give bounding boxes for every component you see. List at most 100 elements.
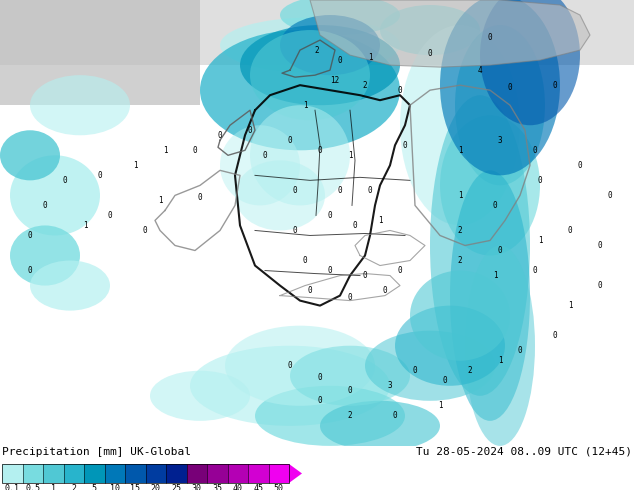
- Polygon shape: [310, 0, 590, 67]
- Ellipse shape: [400, 25, 520, 225]
- Text: 0: 0: [567, 226, 573, 235]
- Text: 1: 1: [133, 161, 138, 170]
- Text: 0: 0: [363, 271, 367, 280]
- Text: 0: 0: [353, 221, 358, 230]
- Ellipse shape: [200, 30, 400, 150]
- Text: 5: 5: [92, 485, 97, 490]
- Ellipse shape: [440, 0, 560, 175]
- Text: 2: 2: [347, 411, 353, 420]
- Ellipse shape: [280, 0, 400, 35]
- Text: 0: 0: [338, 56, 342, 65]
- Ellipse shape: [430, 95, 530, 396]
- Text: 2: 2: [468, 366, 472, 375]
- Ellipse shape: [395, 306, 505, 386]
- Ellipse shape: [150, 371, 250, 421]
- Ellipse shape: [225, 326, 375, 406]
- Text: 1: 1: [493, 271, 497, 280]
- Text: 2: 2: [458, 226, 462, 235]
- Text: 0: 0: [488, 32, 493, 42]
- Bar: [145, 464, 166, 483]
- Text: 0: 0: [307, 286, 313, 295]
- Text: 0: 0: [347, 386, 353, 395]
- Text: 2: 2: [314, 46, 320, 54]
- Ellipse shape: [290, 346, 410, 406]
- FancyBboxPatch shape: [0, 0, 200, 105]
- Text: 4: 4: [477, 66, 482, 74]
- Text: 0: 0: [98, 171, 102, 180]
- Text: 2: 2: [71, 485, 76, 490]
- Ellipse shape: [30, 75, 130, 135]
- Text: 1: 1: [458, 146, 462, 155]
- Text: 0: 0: [63, 176, 67, 185]
- Text: 0: 0: [383, 286, 387, 295]
- Text: 0: 0: [403, 141, 407, 150]
- Text: 0: 0: [508, 83, 512, 92]
- Text: 0: 0: [533, 146, 537, 155]
- Text: 0: 0: [413, 366, 417, 375]
- Text: 0: 0: [318, 373, 322, 382]
- Text: 1: 1: [378, 216, 382, 225]
- Bar: [43, 464, 63, 483]
- Text: 12: 12: [330, 75, 340, 85]
- Ellipse shape: [465, 245, 535, 446]
- Text: 0: 0: [578, 161, 582, 170]
- Ellipse shape: [10, 225, 80, 286]
- Bar: [207, 464, 228, 483]
- Text: 0: 0: [108, 211, 112, 220]
- Text: 0: 0: [607, 191, 612, 200]
- Bar: [105, 464, 125, 483]
- Text: 0: 0: [538, 176, 542, 185]
- Ellipse shape: [0, 130, 60, 180]
- Text: 0: 0: [198, 193, 202, 202]
- Bar: [63, 464, 84, 483]
- Text: 50: 50: [274, 485, 284, 490]
- Text: 1: 1: [458, 191, 462, 200]
- Ellipse shape: [220, 18, 400, 73]
- Ellipse shape: [280, 15, 380, 75]
- Bar: [84, 464, 105, 483]
- Text: 3: 3: [387, 381, 392, 390]
- Ellipse shape: [250, 105, 350, 205]
- Ellipse shape: [410, 270, 510, 361]
- Text: 1: 1: [437, 401, 443, 410]
- Bar: [2, 464, 289, 483]
- Ellipse shape: [235, 160, 325, 230]
- Text: 0: 0: [398, 266, 403, 275]
- Ellipse shape: [255, 386, 405, 446]
- Text: 0.1: 0.1: [4, 485, 20, 490]
- Bar: [166, 464, 186, 483]
- Text: 1: 1: [368, 52, 372, 62]
- Text: 0: 0: [498, 246, 502, 255]
- Text: 0: 0: [293, 226, 297, 235]
- Text: 0: 0: [318, 396, 322, 405]
- Ellipse shape: [240, 25, 400, 105]
- Bar: [228, 464, 248, 483]
- Text: 0: 0: [288, 136, 292, 145]
- Text: 1: 1: [51, 485, 56, 490]
- Text: 1: 1: [567, 301, 573, 310]
- Text: 0: 0: [248, 126, 252, 135]
- Ellipse shape: [455, 25, 545, 185]
- Ellipse shape: [480, 0, 580, 125]
- Text: 1: 1: [163, 146, 167, 155]
- Text: 1: 1: [158, 196, 162, 205]
- Text: 15: 15: [130, 485, 140, 490]
- Bar: [186, 464, 207, 483]
- Ellipse shape: [30, 261, 110, 311]
- Bar: [22, 464, 43, 483]
- Text: 0: 0: [143, 226, 147, 235]
- Text: Precipitation [mm] UK-Global: Precipitation [mm] UK-Global: [2, 447, 191, 457]
- Text: 20: 20: [151, 485, 161, 490]
- Text: 1: 1: [347, 151, 353, 160]
- Text: 3: 3: [498, 136, 502, 145]
- Ellipse shape: [440, 115, 540, 255]
- Text: 0: 0: [553, 81, 557, 90]
- Text: 0: 0: [293, 186, 297, 195]
- Text: 2: 2: [363, 81, 367, 90]
- Text: 0: 0: [598, 281, 602, 290]
- Text: 1: 1: [498, 356, 502, 365]
- Text: 0: 0: [28, 266, 32, 275]
- Ellipse shape: [365, 331, 495, 401]
- Text: 2: 2: [458, 256, 462, 265]
- Text: 0.5: 0.5: [25, 485, 40, 490]
